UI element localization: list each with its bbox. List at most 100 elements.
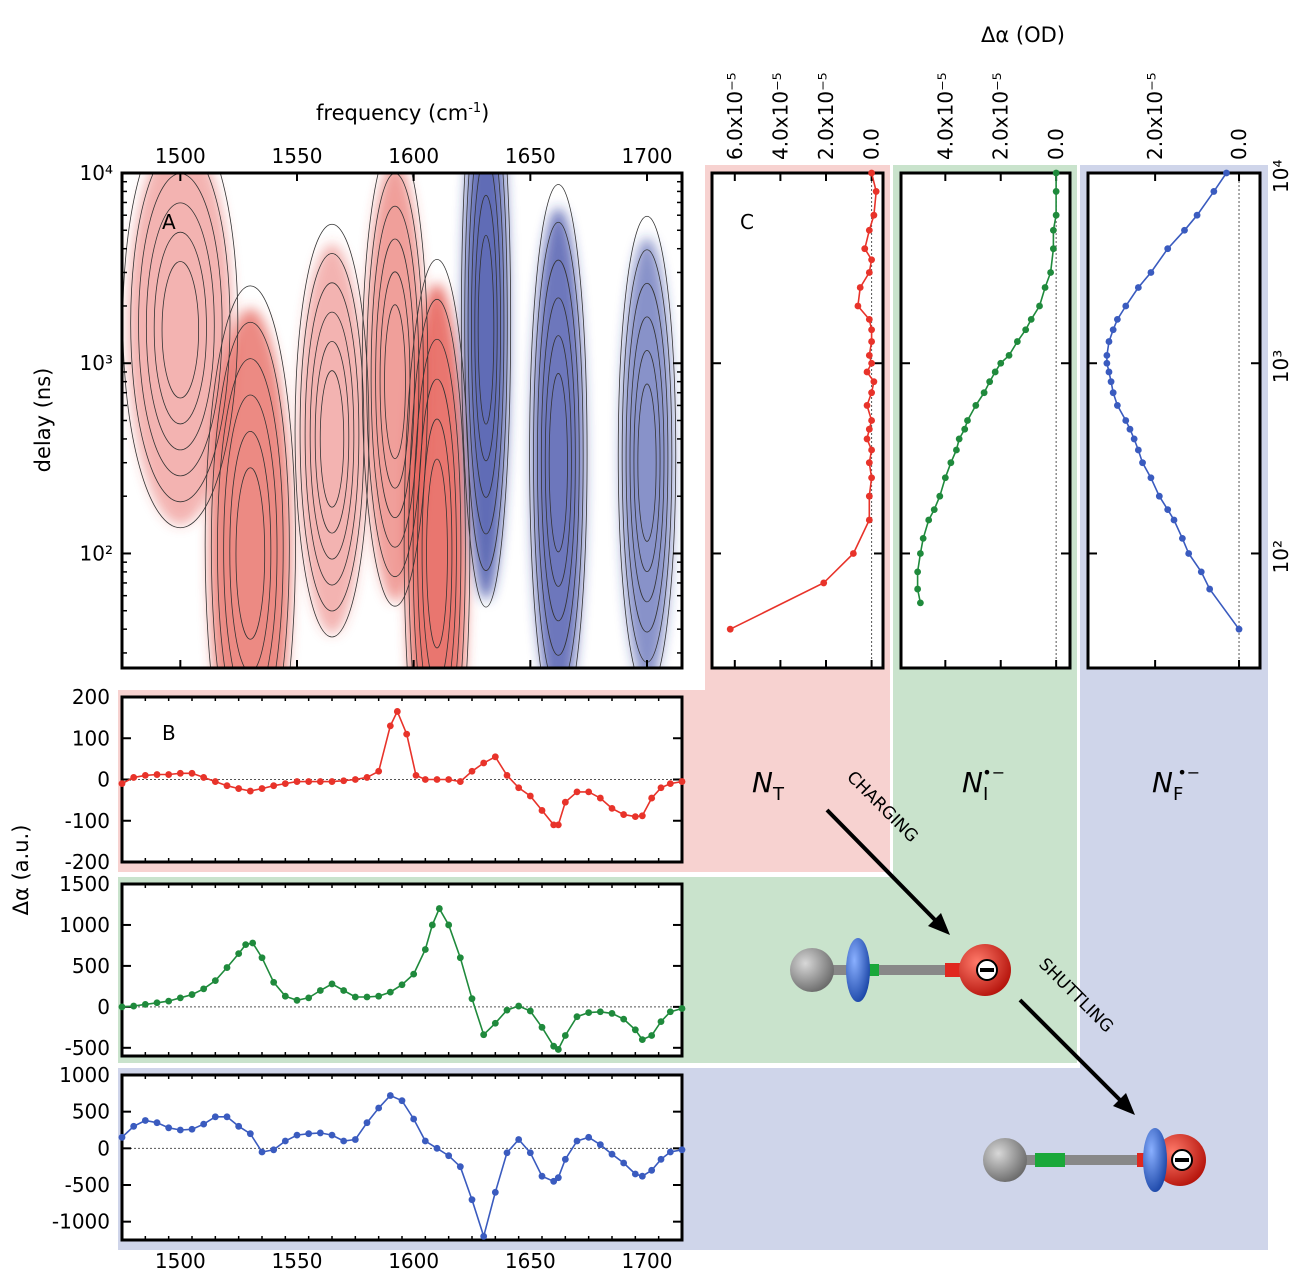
- y-tick-label: 10³: [80, 351, 113, 375]
- data-point: [620, 1015, 628, 1023]
- heatmap-contour: [161, 261, 200, 399]
- heatmap-contour: [375, 238, 415, 519]
- data-point: [678, 1146, 686, 1154]
- y-tick-label: 200: [72, 685, 110, 709]
- data-point: [445, 1152, 453, 1160]
- data-point: [1107, 378, 1115, 386]
- data-point: [1109, 326, 1117, 334]
- data-point: [176, 769, 184, 777]
- data-point: [249, 939, 257, 947]
- rotaxane-molecule-shuttled: [983, 1128, 1206, 1192]
- y-tick-label: -500: [65, 1036, 110, 1060]
- x-tick-label: 1700: [622, 1249, 673, 1273]
- data-point: [375, 992, 383, 1000]
- data-point: [1103, 351, 1111, 359]
- y-tick-label: -500: [65, 1173, 110, 1197]
- heatmap-contour: [533, 221, 584, 668]
- heatmap-contour: [408, 298, 466, 668]
- data-point: [991, 368, 999, 376]
- data-point: [865, 516, 873, 524]
- y-tick-label: 0: [97, 995, 110, 1019]
- data-point: [936, 492, 944, 500]
- data-point: [608, 1150, 616, 1158]
- data-point: [165, 1124, 173, 1132]
- data-point: [1013, 338, 1021, 345]
- data-point: [328, 1131, 336, 1139]
- heatmap-contour: [235, 467, 266, 640]
- heatmap-contour: [426, 458, 448, 649]
- data-point: [340, 777, 348, 785]
- data-point: [515, 1002, 523, 1010]
- data-point: [666, 780, 674, 788]
- data-point: [620, 1159, 628, 1167]
- data-point: [515, 784, 523, 792]
- data-point: [1134, 284, 1142, 291]
- right-y-tick-label: 10²: [1269, 540, 1293, 573]
- data-point: [316, 778, 324, 785]
- data-point: [491, 1019, 499, 1027]
- data-point: [410, 970, 418, 978]
- y-tick-label: 1000: [59, 913, 110, 937]
- data-point: [293, 778, 301, 785]
- data-point: [410, 1115, 418, 1123]
- x-tick-label: 6.0x10⁻⁵: [723, 72, 747, 160]
- data-point: [554, 1174, 562, 1182]
- heatmap-contour: [384, 304, 406, 460]
- data-point: [1109, 389, 1117, 397]
- data-point: [1113, 315, 1121, 323]
- data-point: [188, 769, 196, 777]
- series-line: [121, 709, 683, 826]
- data-point: [863, 402, 871, 409]
- kinetics-frame: [1086, 171, 1262, 670]
- data-point: [503, 771, 511, 779]
- data-point: [538, 1172, 546, 1180]
- kinetics-panel: 6.0x10⁻⁵ 4.0x10⁻⁵ 2.0x10⁻⁵ 0.0: [710, 72, 885, 670]
- data-point: [223, 1113, 231, 1121]
- data-point: [235, 1122, 243, 1130]
- data-point: [868, 389, 875, 397]
- data-point: [1147, 269, 1155, 276]
- x-tick-label: 0.0: [1044, 128, 1068, 160]
- data-point: [1235, 625, 1243, 633]
- heatmap-contour: [403, 259, 471, 668]
- data-point: [526, 1007, 534, 1015]
- x-tick-label: 0.0: [1227, 128, 1251, 160]
- delay-axis-label: delay (ns): [31, 368, 55, 473]
- data-point: [657, 1018, 665, 1025]
- data-point: [925, 516, 933, 524]
- data-point: [386, 722, 394, 730]
- data-point: [657, 784, 665, 792]
- data-point: [554, 1046, 562, 1053]
- data-point: [561, 1155, 569, 1163]
- heatmap-contour: [464, 173, 508, 571]
- data-point: [351, 776, 359, 783]
- data-point: [130, 774, 138, 781]
- data-point: [865, 351, 873, 359]
- data-point: [865, 425, 873, 433]
- y-tick-label: 500: [72, 954, 110, 978]
- data-point: [1105, 368, 1113, 376]
- data-point: [861, 245, 869, 253]
- data-point: [223, 782, 231, 790]
- data-point: [421, 1137, 429, 1145]
- data-point: [561, 1032, 569, 1039]
- spectrum-frame: [120, 882, 684, 1058]
- data-point: [363, 774, 371, 781]
- data-point: [456, 778, 464, 785]
- data-point: [386, 988, 394, 996]
- data-point: [468, 995, 476, 1003]
- panel-b-label: B: [162, 721, 176, 745]
- data-point: [340, 987, 348, 994]
- y-tick-label: 100: [72, 726, 110, 750]
- data-point: [153, 771, 161, 778]
- heatmap-contour: [421, 418, 453, 668]
- data-point: [130, 1002, 138, 1010]
- data-point: [293, 996, 301, 1004]
- data-point: [270, 978, 278, 986]
- panel-a-label: A: [162, 210, 176, 234]
- y-tick-label: 0: [97, 768, 110, 792]
- x-tick-label: 1600: [388, 1249, 439, 1273]
- data-point: [118, 1003, 126, 1011]
- data-point: [480, 759, 488, 767]
- data-point: [141, 1117, 149, 1124]
